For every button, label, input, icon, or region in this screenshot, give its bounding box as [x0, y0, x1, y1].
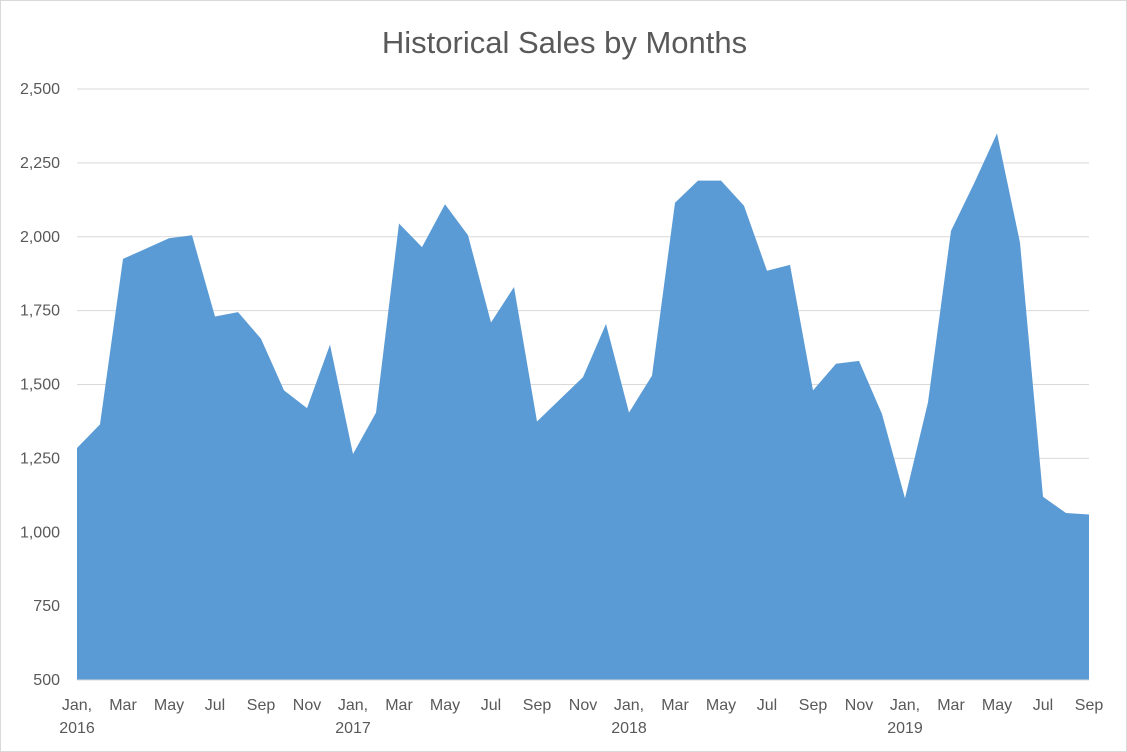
x-tick-label: Nov [293, 697, 321, 714]
x-tick-label: Mar [661, 697, 689, 714]
y-tick-label: 1,500 [20, 377, 60, 394]
x-tick-year-label: 2019 [887, 720, 923, 737]
x-tick-label: Mar [385, 697, 413, 714]
x-tick-label: Nov [845, 697, 873, 714]
x-tick-year-label: 2018 [611, 720, 647, 737]
x-tick-label: Jul [205, 697, 225, 714]
x-tick-year-label: 2017 [335, 720, 371, 737]
x-tick-label: Jan, [890, 697, 920, 714]
x-tick-label: Mar [109, 697, 137, 714]
x-axis: Jan, 2016 Mar May Jul Sep Nov Jan, 2017 Mar May Jul… [59, 679, 1104, 737]
area-fill [77, 133, 1089, 680]
x-tick-label: Mar [937, 697, 965, 714]
x-tick-label: May [706, 697, 736, 714]
x-tick-label: Jan, [62, 697, 92, 714]
x-tick-label: Nov [569, 697, 597, 714]
y-tick-label: 1,000 [20, 524, 60, 541]
x-tick-label: Jan, [614, 697, 644, 714]
x-tick-label: May [982, 697, 1012, 714]
y-tick-label: 2,250 [20, 155, 60, 172]
y-tick-label: 1,750 [20, 303, 60, 320]
area-series [77, 133, 1089, 680]
x-tick-label: Sep [1075, 697, 1104, 714]
y-tick-label: 500 [33, 672, 60, 689]
x-tick-label: May [154, 697, 184, 714]
x-tick-label: Jul [757, 697, 777, 714]
x-tick-label: Jul [1033, 697, 1053, 714]
x-tick-label: Jul [481, 697, 501, 714]
y-tick-label: 2,500 [20, 81, 60, 98]
y-axis: 500 750 1,000 1,250 1,500 1,750 2,000 2,250 2,50… [20, 81, 60, 689]
x-tick-label: Sep [523, 697, 552, 714]
x-tick-label: Sep [247, 697, 276, 714]
y-tick-label: 2,000 [20, 229, 60, 246]
x-tick-label: May [430, 697, 460, 714]
x-tick-year-label: 2016 [59, 720, 95, 737]
y-tick-label: 750 [33, 598, 60, 615]
x-tick-label: Jan, [338, 697, 368, 714]
chart-title: Historical Sales by Months [381, 25, 748, 60]
y-tick-label: 1,250 [20, 450, 60, 467]
x-tick-label: Sep [799, 697, 828, 714]
